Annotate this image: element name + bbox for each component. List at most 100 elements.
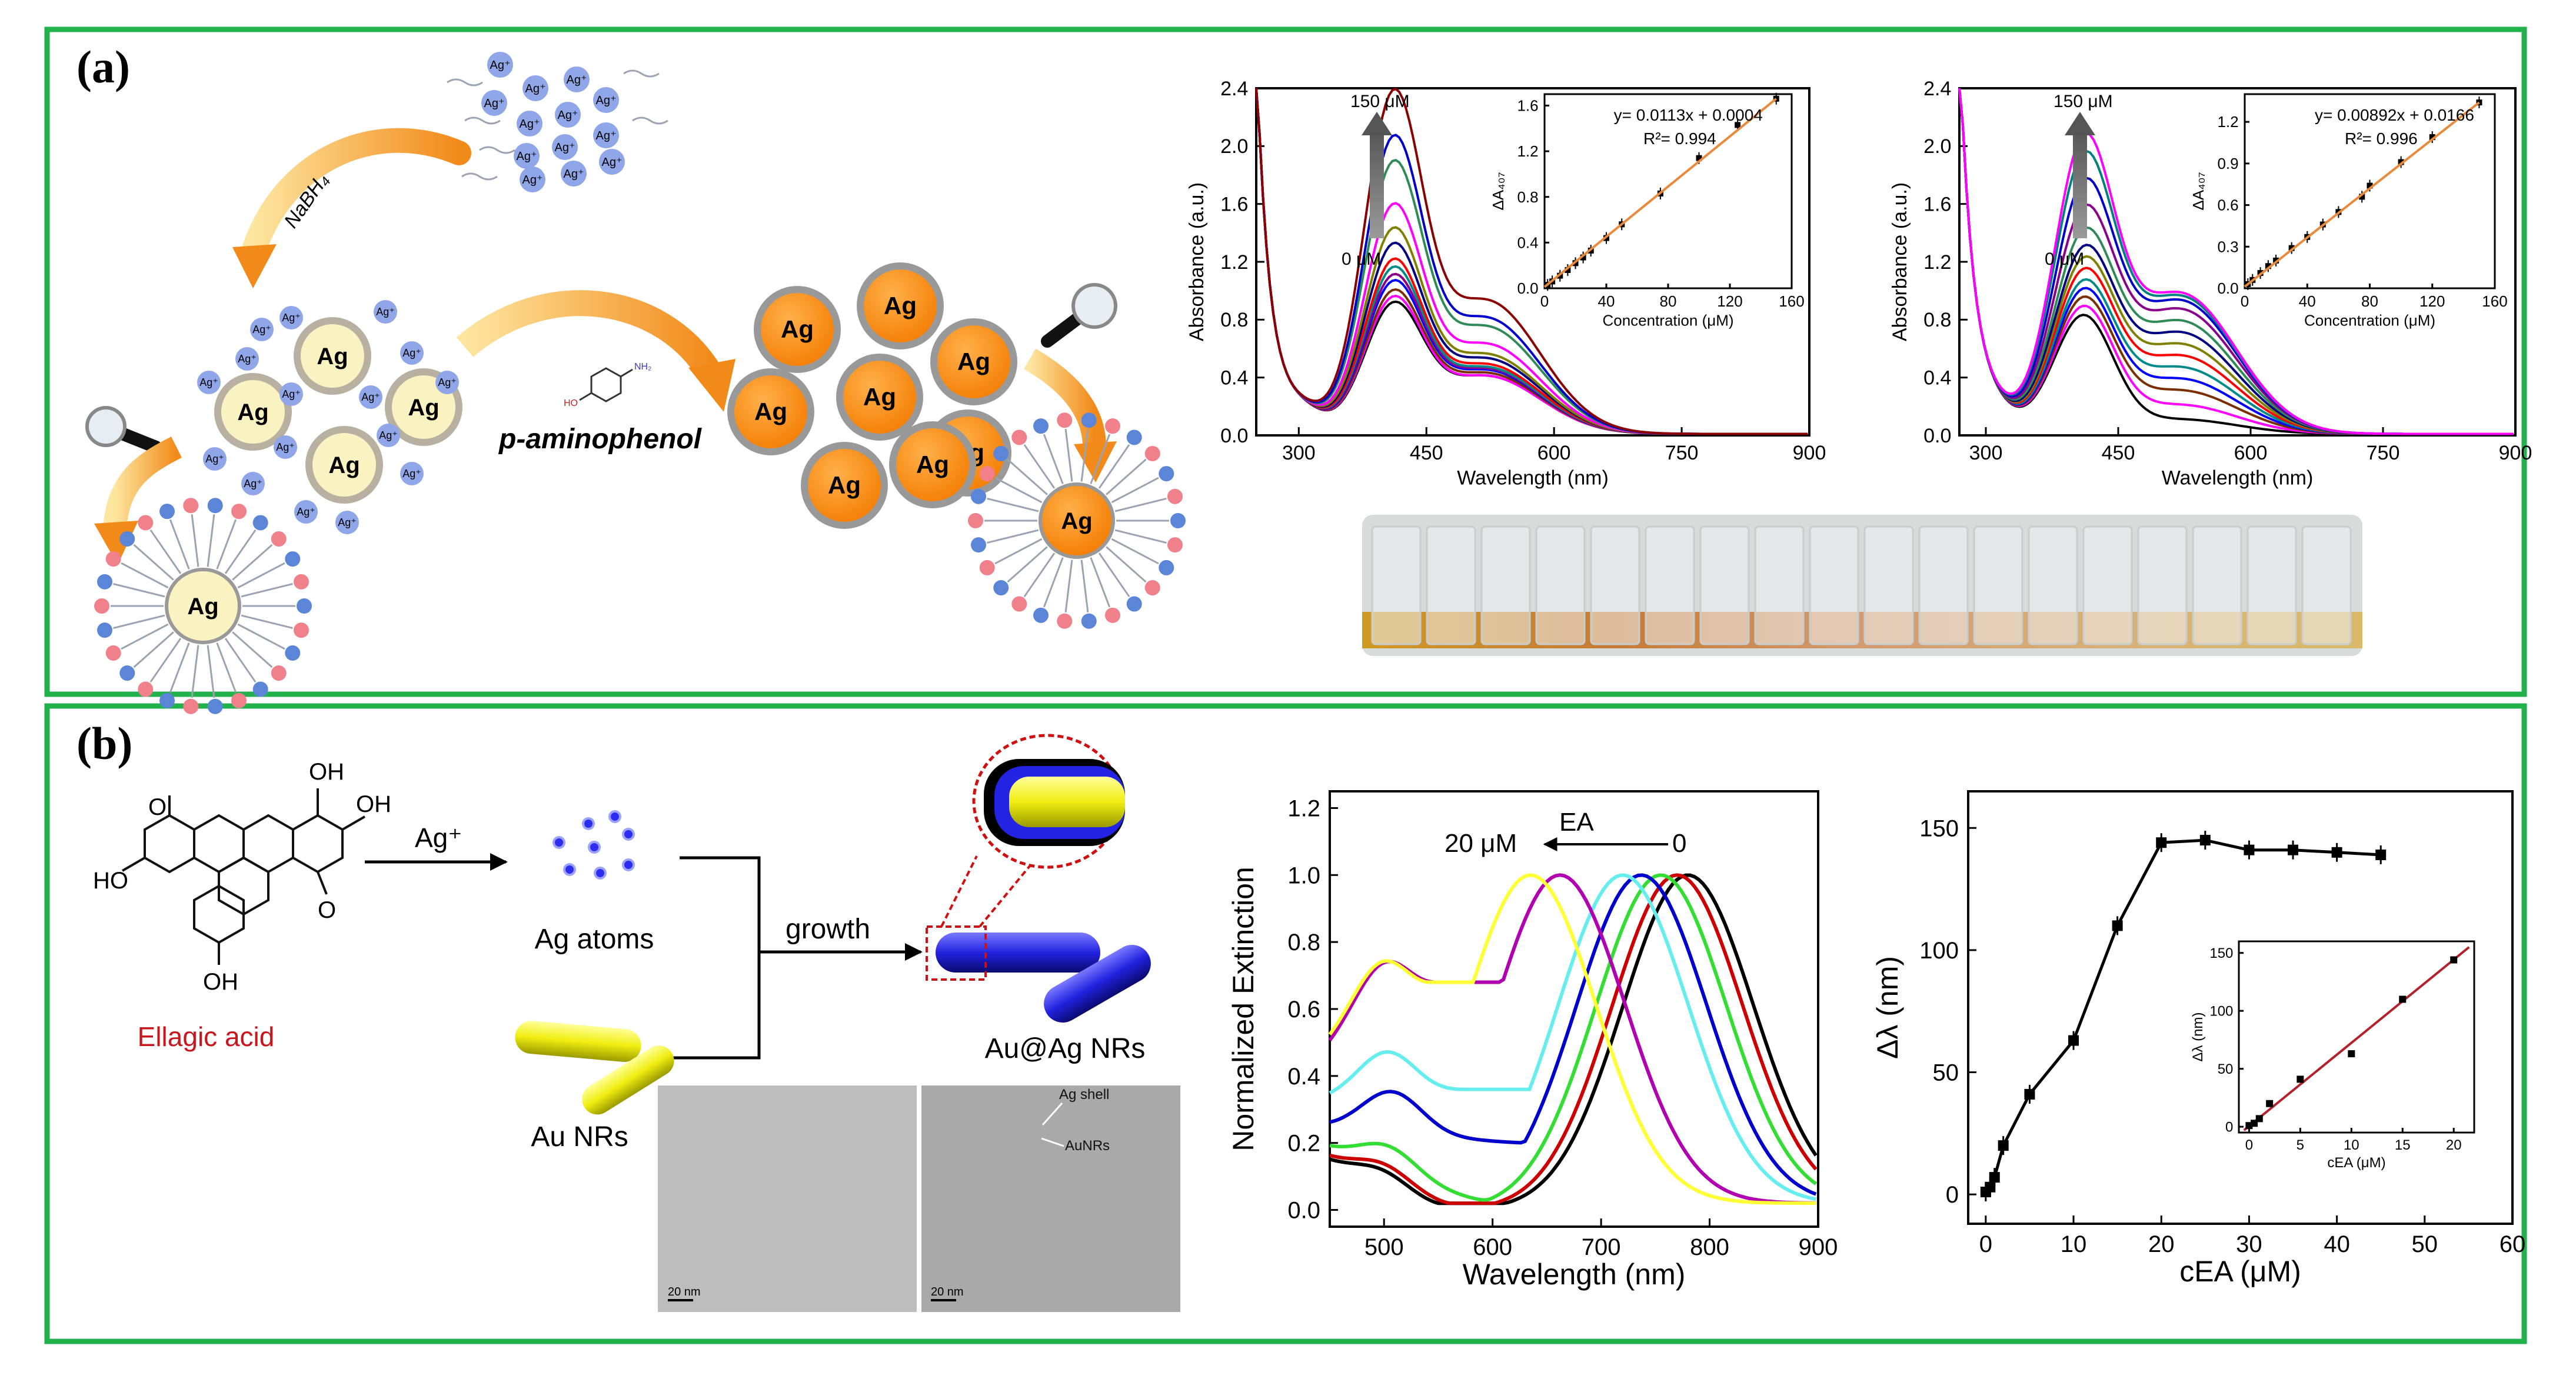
scheme-a: Ag⁺Ag⁺Ag⁺Ag⁺Ag⁺Ag⁺Ag⁺Ag⁺Ag⁺Ag⁺Ag⁺ Ag⁺Ag⁺ … (85, 52, 1186, 714)
ligand-chain (1064, 560, 1073, 613)
ho-left: HO (93, 868, 128, 894)
ag-ion (561, 161, 587, 187)
ag-ion (335, 511, 359, 534)
ag-ion-label: Ag⁺ (516, 150, 537, 163)
ligand (461, 172, 498, 181)
vial (1754, 525, 1805, 645)
ligand-chain (216, 642, 237, 693)
tem-image-auag (921, 1085, 1180, 1312)
ag-ion-label: Ag⁺ (490, 59, 510, 72)
y-tick-label: 0 (2225, 1120, 2233, 1135)
scale-bar-2: 20 nm (931, 1286, 964, 1298)
ligand-chain (1007, 546, 1048, 583)
ligand-chain (1043, 434, 1064, 484)
ligand-chain (1106, 458, 1147, 495)
ag-ion (481, 90, 507, 116)
ag-ion-label: Ag⁺ (595, 94, 616, 107)
ag-ion (555, 102, 581, 128)
x-tick-label: 300 (1969, 442, 2003, 464)
ag-ion (400, 341, 424, 365)
arrow-down-right (1023, 348, 1106, 448)
ligand-chain (1080, 428, 1089, 482)
data-point (1985, 1181, 1996, 1193)
y-tick-label: 1.2 (1220, 251, 1248, 274)
nabh4-arrow (241, 128, 471, 265)
ag-ion-label: Ag⁺ (484, 97, 504, 110)
y-tick-label: 0.9 (2217, 155, 2238, 172)
extinction-line (1328, 873, 1816, 1205)
ag-ion-label: Ag⁺ (376, 306, 395, 318)
ag-particle-label: Ag (781, 315, 814, 343)
y-tick-label: 2.4 (1220, 78, 1248, 100)
fit-equation: y= 0.00892x + 0.0166 (2315, 106, 2474, 124)
x-tick-label: 40 (2324, 1231, 2350, 1257)
vial (1699, 525, 1750, 645)
ag-particle-label: Ag (884, 292, 917, 319)
ligand-head (231, 504, 247, 520)
inset-data-point (2450, 956, 2458, 964)
aminophenol-arrow (456, 290, 724, 384)
ag-ion (520, 166, 545, 192)
y-tick-label: 0.0 (1287, 1198, 1320, 1224)
plot-frame (2238, 940, 2475, 1134)
tem-shell-label: Ag shell (1059, 1087, 1109, 1103)
y-axis-label: Absorbance (a.u.) (1889, 182, 1911, 341)
ag-particle-label: Ag (916, 451, 949, 478)
ag-ion-label: Ag⁺ (252, 324, 271, 335)
capped-ag-particle-right: Ag (968, 412, 1186, 629)
ag-ion (374, 300, 397, 324)
ligand-chain (241, 582, 293, 598)
vial (1590, 525, 1640, 645)
x-tick-label: 10 (2061, 1231, 2087, 1257)
chart-b-extinction: 500 600 700 800 900 0.0 0.2 0.4 0.6 0.8 1.0 1.2 Wave… (1227, 790, 1838, 1291)
ligand-chain (237, 562, 285, 589)
au-ag-nanorods (926, 734, 1151, 1023)
x-tick-label: 600 (1473, 1234, 1512, 1260)
ag-ion-label: Ag⁺ (402, 468, 421, 479)
x-axis-label: Concentration (μM) (2304, 312, 2435, 329)
ea-annotation-mid: EA (1559, 808, 1594, 837)
y-tick-label: 0.4 (1220, 367, 1248, 389)
x-tick-label: 40 (2299, 292, 2316, 310)
x-tick-label: 800 (1690, 1234, 1729, 1260)
ligand-head (1104, 418, 1120, 434)
ligand-head (979, 466, 995, 482)
data-point (2265, 263, 2271, 269)
x-tick-label: 900 (2499, 442, 2532, 464)
ag-ion-label: Ag⁺ (205, 453, 224, 465)
ligand-head (1104, 607, 1120, 623)
ag-particle-label: Ag (328, 452, 360, 478)
ligand-head (970, 488, 986, 504)
ag-particle-orange (857, 262, 944, 349)
ligand-head (231, 692, 247, 708)
ligand-chain (1106, 546, 1147, 583)
y-tick-label: 1.6 (1923, 194, 1951, 216)
x-tick-label: 0 (2245, 1137, 2253, 1153)
ag-ion-label: Ag⁺ (525, 82, 545, 95)
x-tick-label: 20 (2148, 1231, 2175, 1257)
data-point (2273, 257, 2279, 264)
chart-a2: 300 450 600 750 900 0.0 0.4 0.8 1.2 1.6 2.0 2.4 Wave… (1889, 78, 2532, 489)
ag-particle-label: Ag (754, 398, 787, 425)
ligand-chain (241, 614, 293, 630)
x-tick-label: 160 (2482, 292, 2507, 310)
ellagic-acid-label: Ellagic acid (138, 1021, 275, 1052)
data-point (2375, 849, 2387, 860)
ag-particle-light (214, 373, 292, 451)
ligand-head (183, 698, 199, 714)
ag-ion (294, 500, 318, 524)
ligand-chain (1023, 444, 1056, 489)
ellagic-acid-structure (121, 788, 366, 965)
panel-a-label: (a) (76, 41, 130, 92)
x-tick-label: 450 (1410, 442, 1443, 464)
vial (1645, 525, 1695, 645)
data-point (1565, 267, 1571, 273)
ligand-chain (113, 614, 165, 630)
y-tick-label: 0.3 (2217, 238, 2238, 255)
panel-a-frame (44, 26, 2527, 697)
data-point (2112, 920, 2123, 931)
y-tick-label: 0.0 (1517, 279, 1538, 297)
growth-label: growth (786, 914, 870, 945)
y-tick-label: 1.2 (1923, 251, 1951, 274)
